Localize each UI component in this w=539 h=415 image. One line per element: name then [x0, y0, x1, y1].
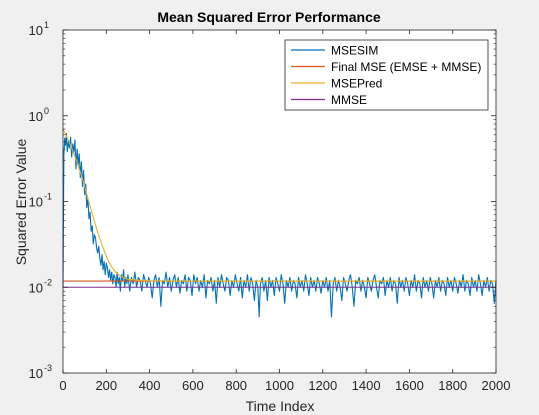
- x-tick-label: 1000: [265, 378, 294, 393]
- x-tick-label: 1400: [352, 378, 381, 393]
- legend-label-final-mse-emse-mmse: Final MSE (EMSE + MMSE): [331, 60, 481, 74]
- legend-label-msesim: MSESIM: [331, 44, 378, 58]
- x-tick-label: 1200: [308, 378, 337, 393]
- y-tick-label: 10: [29, 109, 43, 124]
- legend-label-mmse: MMSE: [331, 93, 367, 107]
- series-layer: [62, 128, 497, 318]
- y-tick-label: 10: [29, 195, 43, 210]
- y-tick-exponent: -3: [44, 363, 52, 373]
- series-line-msepred: [62, 128, 496, 282]
- legend: MSESIM Final MSE (EMSE + MMSE) MSEPred MMSE: [284, 39, 489, 111]
- y-tick-exponent: 0: [44, 106, 49, 116]
- y-tick-exponent: -1: [44, 192, 52, 202]
- legend-label-msepred: MSEPred: [331, 77, 382, 91]
- legend-box: [284, 39, 489, 111]
- x-tick-label: 600: [182, 378, 204, 393]
- y-tick-exponent: 1: [44, 20, 49, 30]
- x-axis-label: Time Index: [246, 398, 315, 414]
- x-tick-label: 200: [95, 378, 117, 393]
- y-tick-label: 10: [29, 366, 43, 381]
- chart-title: Mean Squared Error Performance: [157, 9, 381, 25]
- x-tick-label: 1600: [395, 378, 424, 393]
- y-tick-exponent: -2: [44, 277, 52, 287]
- x-axis: 0 200 400 600 800 1000 1200 1400 1600 1800 2000: [59, 30, 510, 393]
- x-tick-label: 800: [225, 378, 247, 393]
- y-tick-label: 10: [29, 23, 43, 38]
- x-tick-label: 0: [59, 378, 66, 393]
- y-axis-label: Squared Error Value: [13, 138, 29, 265]
- y-tick-label: 10: [29, 280, 43, 295]
- x-tick-label: 1800: [438, 378, 467, 393]
- x-tick-label: 2000: [482, 378, 511, 393]
- x-tick-label: 400: [139, 378, 161, 393]
